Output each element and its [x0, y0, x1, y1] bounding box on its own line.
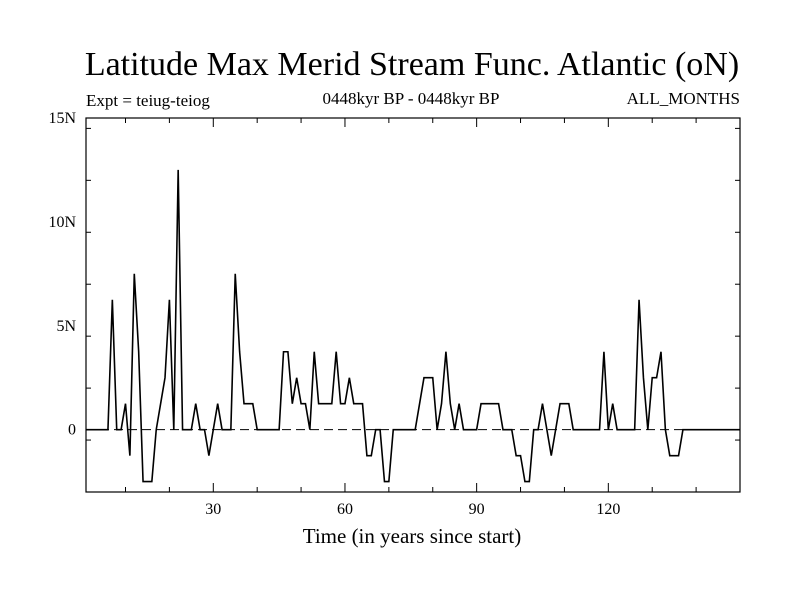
y-tick-label: 0: [68, 422, 76, 439]
y-tick-label: 5N: [56, 318, 76, 335]
x-axis-title: Time (in years since start): [303, 524, 522, 548]
experiment-label: Expt = teiug-teiog: [86, 91, 210, 110]
months-label: ALL_MONTHS: [627, 89, 740, 108]
y-tick-label: 15N: [48, 110, 76, 127]
series-line: [86, 169, 740, 483]
plot-frame: [85, 117, 741, 493]
chart-title: Latitude Max Merid Stream Func. Atlantic…: [85, 46, 739, 83]
time-range-label: 0448kyr BP - 0448kyr BP: [323, 89, 500, 108]
x-tick-label: 120: [596, 501, 620, 518]
x-tick-label: 90: [469, 501, 485, 518]
x-tick-label: 30: [205, 501, 221, 518]
plot-area: 0 5N 10N 15N 30 60 90 120: [48, 110, 741, 518]
y-tick-label: 10N: [48, 214, 76, 231]
x-tick-label: 60: [337, 501, 353, 518]
